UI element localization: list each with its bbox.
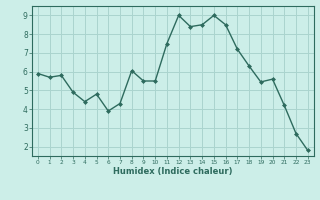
X-axis label: Humidex (Indice chaleur): Humidex (Indice chaleur): [113, 167, 233, 176]
